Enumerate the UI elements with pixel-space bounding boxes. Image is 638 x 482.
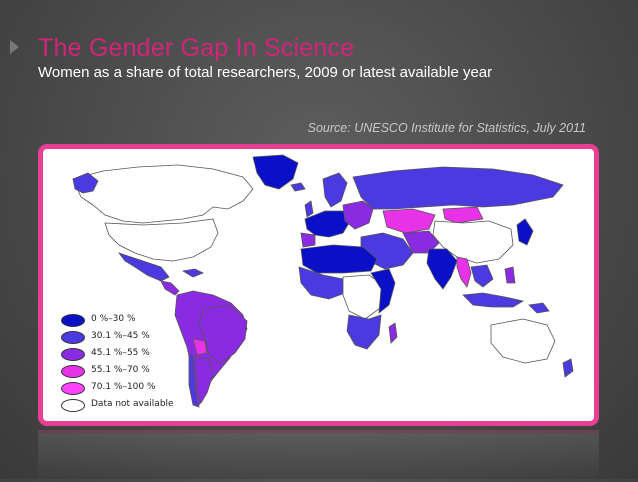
region-caribbean xyxy=(181,268,204,278)
legend-label: 55.1 %–70 % xyxy=(91,365,150,375)
legend-label: 0 %–30 % xyxy=(91,314,136,324)
region-bolivia xyxy=(192,338,208,356)
region-alaska xyxy=(72,172,99,194)
legend-swatch xyxy=(61,348,85,361)
legend-swatch xyxy=(61,365,85,378)
region-north-africa xyxy=(300,244,378,274)
slide-subtitle: Women as a share of total researchers, 2… xyxy=(38,64,493,81)
region-chile xyxy=(188,354,200,408)
source-citation: Source: UNESCO Institute for Statistics,… xyxy=(307,121,586,135)
region-new-zealand xyxy=(562,358,574,378)
region-eastern-europe xyxy=(342,200,374,230)
legend-swatch xyxy=(61,314,85,327)
map-reflection xyxy=(38,430,599,482)
region-iceland xyxy=(290,182,306,192)
region-indonesia xyxy=(462,292,525,308)
region-central-africa xyxy=(342,274,384,320)
region-southeast-asia xyxy=(470,264,494,288)
legend-label: Data not available xyxy=(91,399,174,409)
region-philippines xyxy=(504,266,516,284)
region-russia xyxy=(352,166,564,210)
region-scandinavia xyxy=(322,172,348,208)
region-iberia xyxy=(300,232,316,248)
world-map xyxy=(72,154,574,408)
legend-swatch xyxy=(61,399,85,412)
region-china xyxy=(432,220,514,264)
legend-swatch xyxy=(61,382,85,395)
legend-label: 70.1 %–100 % xyxy=(91,382,156,392)
region-west-africa xyxy=(298,266,346,300)
region-western-europe xyxy=(304,210,350,238)
region-canada xyxy=(72,164,254,224)
region-usa xyxy=(104,218,219,262)
region-brazil xyxy=(198,304,248,364)
region-australia xyxy=(490,318,556,364)
region-india xyxy=(426,248,458,290)
slide-bullet-icon xyxy=(10,40,19,54)
legend-label: 45.1 %–55 % xyxy=(91,348,150,358)
region-kazakhstan xyxy=(382,208,436,234)
region-central-america xyxy=(160,280,180,296)
region-mongolia xyxy=(442,206,484,224)
legend-label: 30.1 %–45 % xyxy=(91,331,150,341)
region-iran-central-asia xyxy=(402,230,440,254)
region-greenland xyxy=(252,154,299,190)
world-map-frame: 0 %–30 % 30.1 %–45 % 45.1 %–55 % 55.1 %–… xyxy=(38,144,599,426)
legend-swatch xyxy=(61,331,85,344)
region-southern-africa xyxy=(346,314,382,350)
region-papua xyxy=(528,302,550,314)
region-myanmar-thailand xyxy=(456,256,472,288)
region-argentina xyxy=(194,356,214,404)
region-uk xyxy=(304,200,314,218)
slide-title: The Gender Gap In Science xyxy=(38,34,355,62)
region-madagascar xyxy=(388,322,398,344)
region-east-africa xyxy=(370,268,396,314)
region-japan-korea xyxy=(516,218,534,246)
